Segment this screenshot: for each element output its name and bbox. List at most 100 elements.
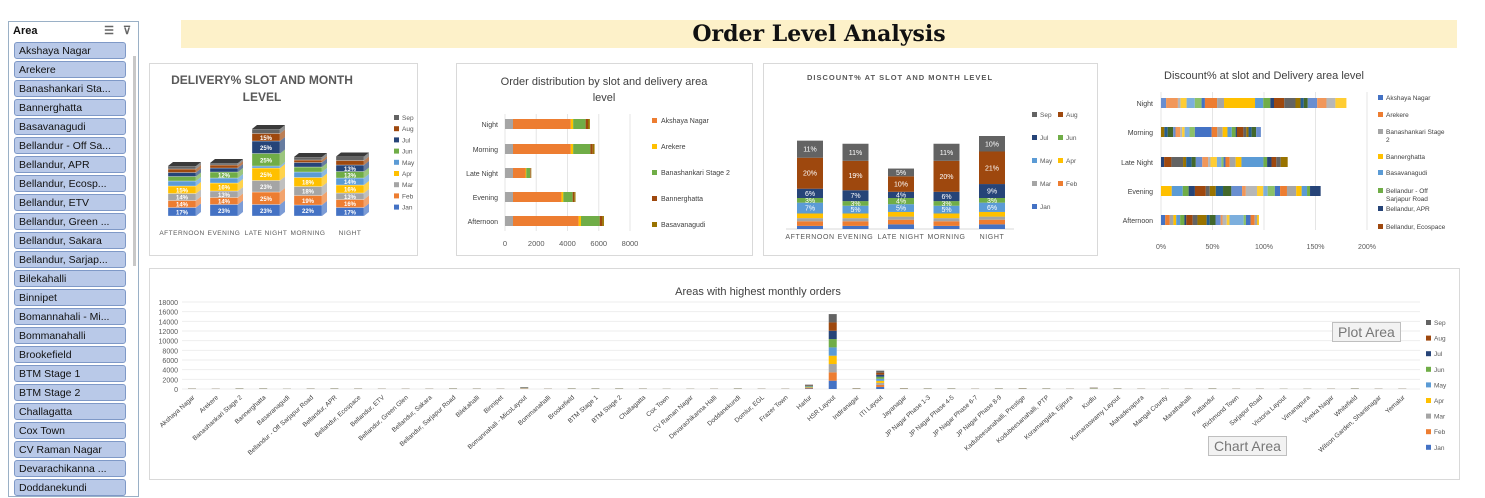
bar-segment [167, 172, 197, 177]
bar-segment [1180, 127, 1183, 137]
slicer-scrollbar[interactable] [133, 56, 136, 266]
slicer-item[interactable]: Bellandur, Sarjap... [14, 251, 126, 268]
bar-segment [335, 156, 365, 161]
data-label: 5% [896, 206, 906, 213]
multi-select-icon[interactable]: ☰ [104, 25, 114, 37]
data-label: 25% [260, 173, 273, 179]
slicer-item[interactable]: Brookefield [14, 346, 126, 363]
monthly-orders-chart[interactable]: Areas with highest monthly orders 0 2000 40… [149, 268, 1460, 480]
bar-segment [251, 165, 281, 169]
discount-chart-svg: DISCOUNT% AT SLOT AND MONTH LEVEL7%3%6%2… [785, 73, 1078, 241]
bar-segment [1246, 127, 1249, 137]
x-tick-label: MORNING [927, 234, 965, 241]
slicer-item[interactable]: Bellandur, Sakara [14, 232, 126, 249]
slicer-item[interactable]: Cox Town [14, 422, 126, 439]
bar-segment [979, 211, 1005, 217]
data-label: 3% [850, 201, 860, 208]
bar-segment [1192, 215, 1198, 225]
legend-label: Basavanagudi [661, 222, 706, 229]
bar-segment [876, 374, 885, 377]
bar-segment [1169, 215, 1174, 225]
slicer-item[interactable]: Bilekahalli [14, 270, 126, 287]
slicer-item[interactable]: Bomannahali - Mi... [14, 308, 126, 325]
y-tick-label: 6000 [162, 358, 178, 365]
bar-segment [1186, 98, 1195, 108]
legend-swatch [1058, 158, 1063, 163]
data-label: 14% [344, 180, 357, 186]
data-label: 25% [260, 158, 273, 164]
x-tick-label: Arekere [198, 394, 220, 415]
slicer-item[interactable]: Akshaya Nagar [14, 42, 126, 59]
bar-segment [876, 376, 885, 379]
bar-segment [876, 384, 885, 387]
legend-swatch [1426, 335, 1431, 341]
slicer-item[interactable]: Bellandur - Off Sa... [14, 137, 126, 154]
delivery-slot-month-chart[interactable]: DELIVERY% SLOT AND MONTH LEVEL 17% 14% 14% 15… [149, 63, 418, 256]
legend-swatch [394, 137, 399, 143]
legend-label: Apr [402, 171, 413, 178]
legend-swatch [1426, 429, 1431, 435]
bar-segment [1161, 186, 1172, 196]
bar-segment [167, 168, 197, 173]
order-distribution-chart[interactable]: Order distribution by slot and delivery … [456, 63, 753, 256]
legend-label: Feb [402, 193, 414, 200]
slicer-item[interactable]: Basavanagudi [14, 118, 126, 135]
slicer-item[interactable]: Bellandur, ETV [14, 194, 126, 211]
bar-segment [933, 205, 960, 214]
slicer-item[interactable]: Bellandur, Green ... [14, 213, 126, 230]
x-tick-label: CV Raman Nagar [652, 394, 695, 434]
slicer-item[interactable]: Binnipet [14, 289, 126, 306]
bar-segment [209, 162, 239, 166]
slicer-item[interactable]: CV Raman Nagar [14, 441, 126, 458]
slicer-item[interactable]: Bellandur, APR [14, 156, 126, 173]
data-label: 14% [218, 200, 231, 206]
slicer-item[interactable]: Devarachikanna ... [14, 460, 126, 477]
legend-label-cont: 2 [1386, 137, 1390, 144]
legend-swatch [394, 193, 399, 199]
slicer-item[interactable]: Bommanahalli [14, 327, 126, 344]
slicer-item[interactable]: BTM Stage 1 [14, 365, 126, 382]
bar-segment [888, 191, 914, 198]
slicer-item[interactable]: Challagatta [14, 403, 126, 420]
bar-segment [526, 168, 531, 178]
bar-side [322, 182, 327, 196]
bar-segment [828, 347, 837, 356]
discount-slot-area-chart[interactable]: Discount% at slot and Delivery area leve… [1105, 63, 1459, 256]
bar-segment [979, 198, 1005, 203]
bar-segment [797, 140, 823, 158]
legend-swatch [1378, 206, 1383, 211]
bar-segment [1270, 98, 1274, 108]
bar-segment [888, 216, 914, 220]
bar-segment [167, 180, 197, 187]
clear-filter-icon[interactable]: ⊽ [122, 25, 132, 37]
bar-segment [876, 380, 885, 383]
discount-slot-month-chart[interactable]: DISCOUNT% AT SLOT AND MONTH LEVEL 7% 3% 6% 2… [763, 63, 1098, 256]
bar-side [280, 200, 285, 216]
bar-segment [797, 221, 823, 226]
data-label: 15% [260, 136, 273, 142]
slicer-item[interactable]: Bellandur, Ecosp... [14, 175, 126, 192]
bar-side [196, 182, 201, 194]
bar-segment [505, 216, 513, 226]
slicer-item[interactable]: Doddanekundi [14, 479, 126, 496]
bar-segment [1197, 215, 1207, 225]
data-label: 9% [987, 189, 997, 196]
slicer-item[interactable]: Bannerghatta [14, 99, 126, 116]
legend-label: Sep [402, 115, 414, 122]
bar-segment [1161, 98, 1167, 108]
legend-swatch [1426, 398, 1431, 403]
data-label: 19% [302, 199, 315, 205]
bar-segment [1215, 186, 1224, 196]
legend-swatch [1426, 413, 1431, 419]
slicer-item[interactable]: Arekere [14, 61, 126, 78]
bar-side [322, 158, 327, 167]
area-slicer: Area ☰ ⊽ Akshaya Nagar Arekere Banashankar… [8, 21, 139, 497]
bar-segment [1217, 127, 1223, 137]
bar-segment [1164, 127, 1168, 137]
slicer-item[interactable]: Banashankari Sta... [14, 80, 126, 97]
bar-segment [1161, 157, 1165, 167]
x-tick-label: Kudlu [1081, 394, 1098, 411]
bar-segment [979, 202, 1005, 212]
legend-label: Akshaya Nagar [1386, 95, 1431, 102]
slicer-item[interactable]: BTM Stage 2 [14, 384, 126, 401]
